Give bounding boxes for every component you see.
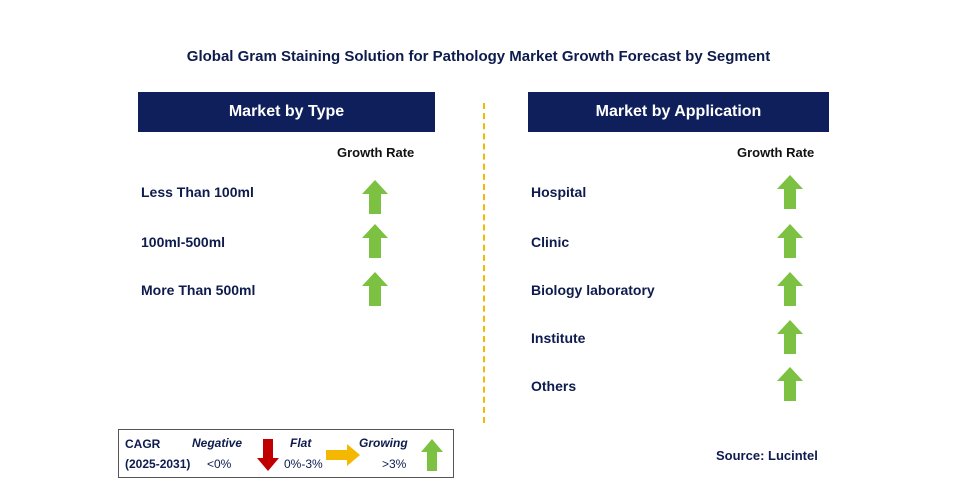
right-arrow-icon (326, 444, 360, 466)
up-arrow-icon (777, 224, 803, 258)
up-arrow-icon (777, 320, 803, 354)
legend-growing-range: >3% (382, 457, 407, 471)
application-item-hospital: Hospital (531, 184, 587, 200)
up-arrow-icon (362, 224, 388, 258)
chart-title: Global Gram Staining Solution for Pathol… (186, 48, 771, 65)
up-arrow-icon (362, 180, 388, 214)
application-item-institute: Institute (531, 330, 586, 346)
legend-cagr-label: CAGR (125, 437, 161, 451)
down-arrow-icon (257, 439, 279, 471)
type-item-more-than-500ml: More Than 500ml (141, 282, 256, 298)
legend-flat-label: Flat (290, 436, 312, 450)
application-item-biology-laboratory: Biology laboratory (531, 282, 655, 298)
application-item-others: Others (531, 378, 577, 394)
application-growth-rate-label: Growth Rate (737, 145, 815, 160)
type-item-less-than-100ml: Less Than 100ml (141, 184, 254, 200)
up-arrow-icon (777, 367, 803, 401)
type-panel-header: Market by Type (138, 92, 435, 132)
up-arrow-icon (362, 272, 388, 306)
cagr-legend: CAGR (2025-2031) Negative <0% Flat 0%-3%… (118, 429, 454, 478)
application-panel-header: Market by Application (528, 92, 829, 132)
source-label: Source: Lucintel (716, 448, 818, 463)
legend-negative-range: <0% (207, 457, 232, 471)
type-growth-rate-label: Growth Rate (337, 145, 415, 160)
up-arrow-icon (777, 272, 803, 306)
legend-negative-label: Negative (192, 436, 243, 450)
type-item-100ml-500ml: 100ml-500ml (141, 234, 226, 250)
application-item-clinic: Clinic (531, 234, 570, 250)
legend-period-label: (2025-2031) (125, 457, 191, 471)
legend-growing-label: Growing (359, 436, 408, 450)
legend-flat-range: 0%-3% (284, 457, 323, 471)
up-arrow-icon (421, 439, 443, 471)
panel-divider (483, 103, 485, 423)
up-arrow-icon (777, 175, 803, 209)
